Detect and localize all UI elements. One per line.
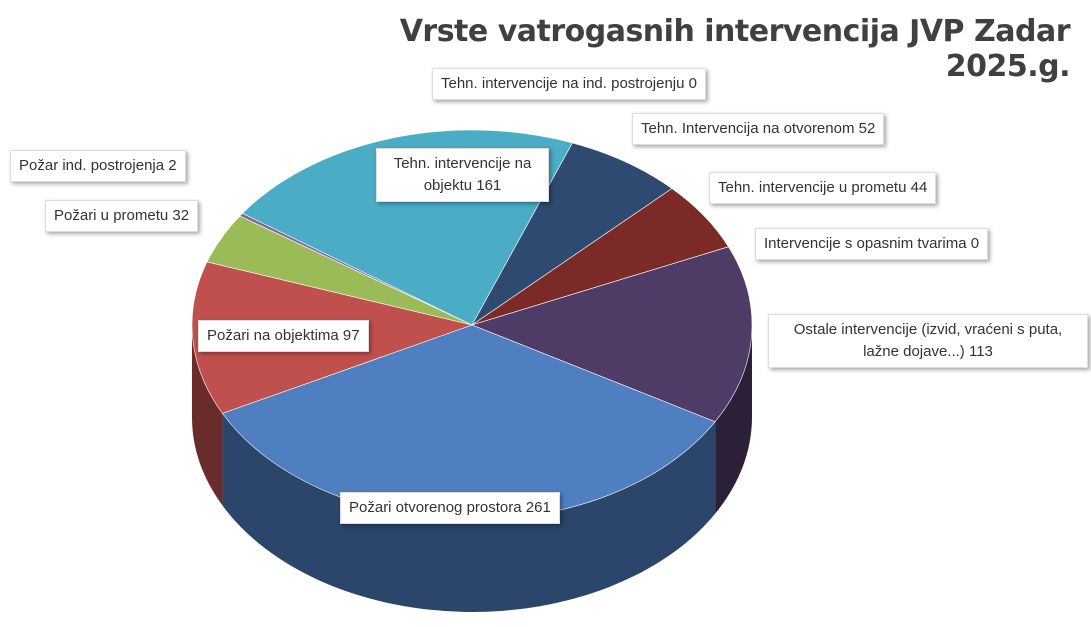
label-value: 32 bbox=[172, 207, 190, 224]
label-value: 161 bbox=[476, 177, 502, 194]
label-name: Tehn. intervencije na objektu bbox=[393, 155, 532, 194]
chart-title: Vrste vatrogasnih intervencija JVP Zadar… bbox=[399, 14, 1071, 84]
label-value: 44 bbox=[910, 179, 928, 196]
slice-side bbox=[192, 325, 223, 506]
label-name: Požar ind. postrojenja bbox=[19, 157, 165, 174]
label-name: Požari na objektima bbox=[207, 327, 339, 344]
label-name: Tehn. intervencije u prometu bbox=[718, 179, 907, 196]
data-label: Ostale intervencije (izvid, vraćeni s pu… bbox=[768, 314, 1088, 368]
label-value: 52 bbox=[858, 120, 876, 137]
label-value: 97 bbox=[342, 327, 360, 344]
slice-side bbox=[715, 325, 752, 514]
label-value: 0 bbox=[688, 75, 698, 92]
label-value: 2 bbox=[168, 157, 177, 174]
data-label: Požar ind. postrojenja 2 bbox=[10, 150, 186, 182]
data-label: Tehn. intervencije na objektu 161 bbox=[376, 148, 549, 202]
slice-side bbox=[222, 413, 716, 612]
data-label: Tehn. intervencije na ind. postrojenju 0 bbox=[432, 68, 707, 100]
data-label: Tehn. intervencije u prometu 44 bbox=[709, 172, 937, 204]
label-value: 113 bbox=[968, 343, 993, 360]
data-label: Požari u prometu 32 bbox=[45, 200, 199, 232]
slice bbox=[471, 246, 753, 423]
data-label: Požari na objektima 97 bbox=[198, 320, 369, 352]
label-name: Intervencije s opasnim tvarima bbox=[764, 235, 967, 252]
label-name: Tehn. intervencije na ind. postrojenju bbox=[441, 75, 685, 92]
data-label: Intervencije s opasnim tvarima 0 bbox=[755, 228, 989, 260]
slice bbox=[471, 142, 673, 326]
data-label: Tehn. Intervencija na otvorenom 52 bbox=[632, 113, 885, 145]
label-name: Požari u prometu bbox=[54, 207, 169, 224]
label-value: 0 bbox=[970, 235, 980, 252]
label-name: Požari otvorenog prostora bbox=[349, 499, 522, 516]
data-label: Požari otvorenog prostora 261 bbox=[340, 492, 560, 524]
label-name: Ostale intervencije (izvid, vraćeni s pu… bbox=[793, 321, 1063, 360]
label-name: Tehn. Intervencija na otvorenom bbox=[641, 120, 855, 137]
label-value: 261 bbox=[525, 499, 551, 516]
